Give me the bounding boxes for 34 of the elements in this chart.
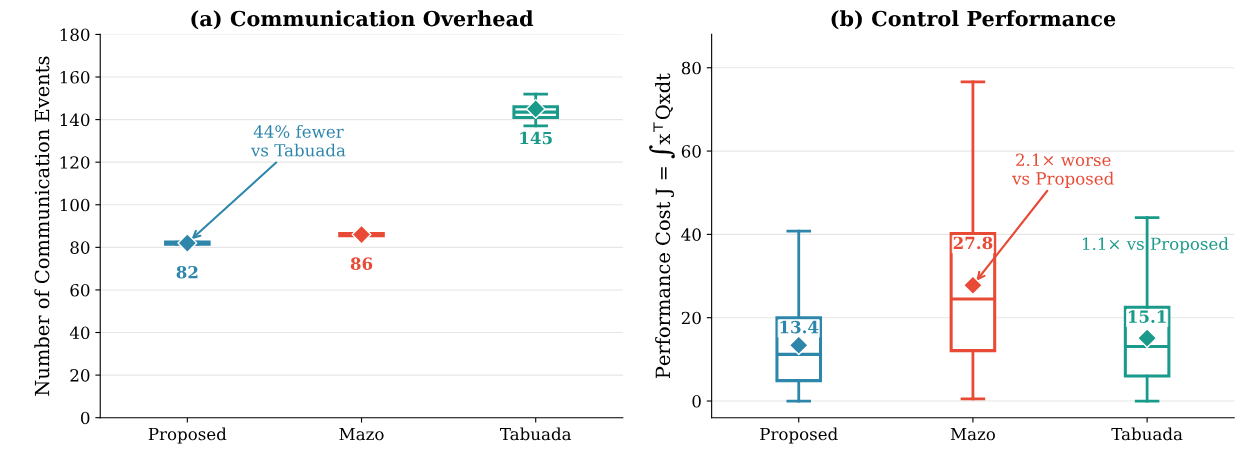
- annotation: 82: [176, 265, 198, 279]
- annotation: 2.1× worse vs Proposed: [1012, 153, 1114, 188]
- y-tick-label: 120: [60, 156, 90, 169]
- x-tick-label: Tabuada: [500, 427, 572, 441]
- y-tick-label: 0: [692, 394, 701, 408]
- y-tick-label: 80: [681, 61, 701, 75]
- y-tick-label: 20: [70, 369, 90, 382]
- annotation: 145: [520, 131, 552, 145]
- y-tick-label: 60: [70, 283, 90, 297]
- annotation: 13.4: [780, 320, 819, 334]
- x-tick-label: Mazo: [950, 427, 995, 441]
- y-tick-label: 160: [60, 70, 90, 84]
- y-tick-label: 60: [681, 145, 701, 158]
- annotation: 27.8: [953, 236, 993, 250]
- y-tick-label: 140: [60, 113, 90, 127]
- y-tick-label: 100: [60, 198, 90, 212]
- x-tick-label: Mazo: [339, 427, 384, 441]
- chart-title: (a) Communication Overhead: [191, 10, 534, 30]
- x-tick-label: Proposed: [148, 427, 227, 444]
- y-axis-title: Performance Cost J = ∫x$^{⊤}$Qxdt: [649, 73, 675, 379]
- x-tick-label: Tabuada: [1111, 427, 1183, 441]
- chart-title: (b) Control Performance: [831, 10, 1116, 30]
- y-axis-title: Number of Communication Events: [34, 56, 50, 396]
- y-tick-label: 40: [681, 228, 701, 241]
- y-tick-label: 0: [81, 411, 90, 425]
- y-tick-label: 180: [60, 28, 90, 41]
- y-tick-label: 20: [681, 311, 701, 325]
- annotation: 1.1× vs Proposed: [1082, 237, 1229, 254]
- y-tick-label: 80: [70, 241, 90, 254]
- annotation: 86: [350, 257, 373, 270]
- annotation: 44% fewer vs Tabuada: [250, 124, 346, 157]
- x-tick-label: Proposed: [760, 427, 838, 444]
- y-tick-label: 40: [69, 326, 90, 340]
- annotation: 15.1: [1128, 310, 1166, 323]
